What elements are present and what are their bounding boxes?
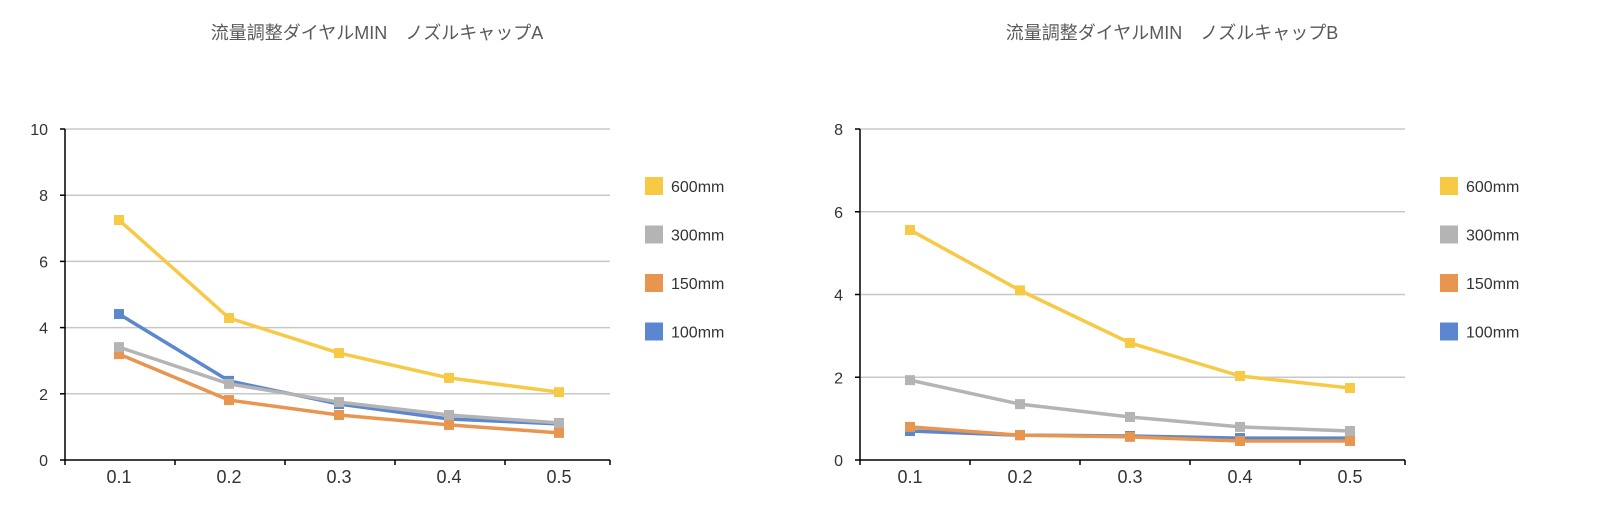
- y-tick-label: 8: [834, 122, 843, 139]
- data-point-300mm: [1235, 421, 1245, 432]
- y-tick-label: 2: [834, 370, 843, 387]
- data-point-600mm: [224, 313, 234, 324]
- legend-label: 300mm: [671, 228, 724, 245]
- data-point-300mm: [905, 375, 915, 386]
- series-line-300mm: [909, 378, 1351, 433]
- legend-swatch: [1440, 177, 1458, 195]
- x-tick-label: 0.3: [326, 467, 351, 487]
- series-line-600mm: [117, 218, 560, 394]
- legend-label: 100mm: [671, 325, 724, 342]
- legend-swatch: [645, 177, 663, 195]
- data-point-150mm: [554, 427, 564, 438]
- data-point-150mm: [224, 395, 234, 406]
- y-tick-label: 4: [39, 321, 48, 338]
- y-tick-label: 6: [834, 205, 843, 222]
- legend-swatch: [1440, 274, 1458, 292]
- y-tick-label: 0: [834, 453, 843, 470]
- data-point-300mm: [224, 378, 234, 389]
- data-point-150mm: [334, 409, 344, 420]
- data-point-150mm: [1125, 431, 1135, 442]
- y-tick-label: 4: [834, 288, 843, 305]
- data-point-300mm: [114, 342, 124, 353]
- data-point-600mm: [1235, 371, 1245, 382]
- chart-title: 流量調整ダイヤルMIN ノズルキャップA: [211, 23, 543, 43]
- data-point-600mm: [554, 387, 564, 398]
- data-point-150mm: [1345, 435, 1355, 446]
- y-tick-label: 10: [30, 122, 48, 139]
- x-tick-label: 0.3: [1117, 467, 1142, 487]
- chart-title: 流量調整ダイヤルMIN ノズルキャップB: [1006, 23, 1338, 43]
- legend-swatch: [645, 225, 663, 244]
- series-line-600mm: [909, 228, 1351, 390]
- data-point-600mm: [334, 348, 344, 359]
- x-tick-label: 0.5: [1337, 467, 1362, 487]
- legend-swatch: [1440, 225, 1458, 244]
- data-point-300mm: [334, 397, 344, 408]
- data-point-150mm: [1235, 435, 1245, 446]
- y-tick-label: 0: [39, 453, 48, 470]
- data-point-150mm: [1015, 430, 1025, 441]
- data-point-600mm: [444, 372, 454, 383]
- y-tick-label: 8: [39, 188, 48, 205]
- data-point-600mm: [1125, 337, 1135, 348]
- legend-label: 150mm: [1466, 276, 1519, 293]
- data-point-150mm: [114, 349, 124, 360]
- data-point-300mm: [554, 417, 564, 428]
- x-tick-label: 0.1: [897, 467, 922, 487]
- x-tick-label: 0.1: [106, 467, 131, 487]
- data-point-300mm: [444, 409, 454, 420]
- legend-label: 600mm: [1466, 179, 1519, 196]
- x-tick-label: 0.5: [546, 467, 571, 487]
- legend-label: 100mm: [1466, 325, 1519, 342]
- legend-swatch: [645, 274, 663, 292]
- legend-swatch: [645, 322, 663, 341]
- y-tick-label: 6: [39, 254, 48, 271]
- data-point-600mm: [114, 215, 124, 226]
- x-tick-label: 0.2: [1007, 467, 1032, 487]
- x-tick-label: 0.4: [1227, 467, 1252, 487]
- x-tick-label: 0.2: [216, 467, 241, 487]
- data-point-300mm: [1015, 399, 1025, 410]
- data-point-600mm: [1015, 285, 1025, 296]
- data-point-100mm: [114, 309, 124, 320]
- data-point-300mm: [1345, 426, 1355, 437]
- data-point-600mm: [1345, 383, 1355, 394]
- x-tick-label: 0.4: [436, 467, 461, 487]
- legend-label: 600mm: [671, 179, 724, 196]
- data-point-150mm: [444, 419, 454, 430]
- legend-label: 300mm: [1466, 228, 1519, 245]
- legend-label: 150mm: [671, 276, 724, 293]
- data-point-600mm: [905, 224, 915, 235]
- legend-swatch: [1440, 322, 1458, 341]
- data-point-150mm: [905, 421, 915, 432]
- y-tick-label: 2: [39, 387, 48, 404]
- data-point-300mm: [1125, 411, 1135, 422]
